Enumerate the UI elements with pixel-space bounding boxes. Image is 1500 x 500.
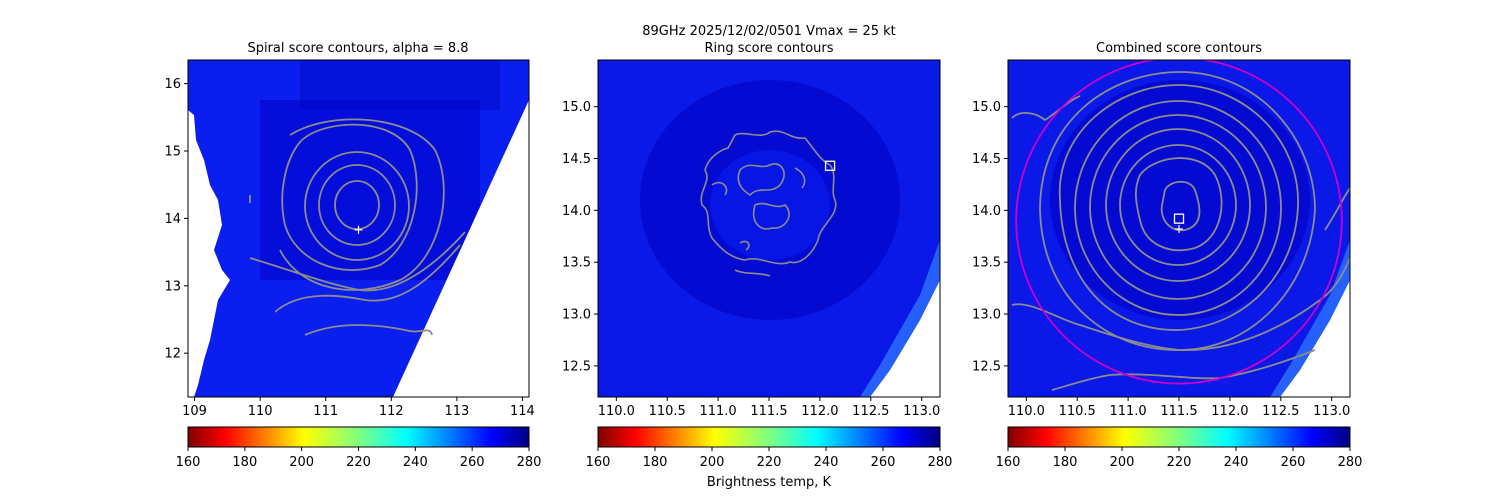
spiral-nodata-right	[393, 100, 529, 397]
ring-ytick-label: 14.0	[562, 204, 591, 219]
ring-xtick-label: 111.5	[750, 404, 787, 419]
spiral-xtick-label: 111	[313, 404, 338, 419]
combined-contours	[1011, 71, 1350, 391]
spiral-ytick-label: 16	[164, 77, 181, 92]
combined-xtick-label: 113.0	[1313, 404, 1350, 419]
spiral-center-plus-marker	[354, 225, 363, 234]
spiral-markers	[354, 225, 363, 234]
combined-center-plus-marker	[1175, 225, 1183, 234]
colorbar-tick-label: 180	[232, 455, 257, 470]
colorbar-1: 160 180 200 220 240 260 280	[176, 426, 542, 470]
panel-spiral-title: Spiral score contours, alpha = 8.8	[247, 41, 468, 56]
figure-suptitle: 89GHz 2025/12/02/0501 Vmax = 25 kt	[642, 24, 896, 39]
combined-ytick-label: 12.5	[972, 359, 1001, 374]
colorbar-tick-label: 240	[814, 455, 839, 470]
spiral-xtick-label: 113	[444, 404, 469, 419]
combined-ytick-label: 13.0	[972, 308, 1001, 323]
spiral-ytick-label: 14	[164, 212, 181, 227]
spiral-ytick-label: 13	[164, 279, 181, 294]
ring-xtick-label: 112.0	[801, 404, 838, 419]
colorbar-tick-label: 160	[996, 455, 1021, 470]
colorbar-tick-label: 160	[176, 455, 201, 470]
combined-ytick-label: 15.0	[972, 100, 1001, 115]
colorbar-tick-label: 160	[586, 455, 611, 470]
spiral-xtick-label: 109	[182, 404, 207, 419]
spiral-nodata-left	[188, 110, 230, 397]
ring-xtick-label: 111.0	[699, 404, 736, 419]
combined-xtick-label: 110.0	[1008, 404, 1045, 419]
spiral-xtick-label: 114	[510, 404, 535, 419]
combined-ytick-label: 14.0	[972, 204, 1001, 219]
ring-ytick-label: 13.5	[562, 256, 591, 271]
spiral-ytick-label: 12	[164, 347, 181, 362]
ring-xtick-label: 110.5	[649, 404, 686, 419]
combined-xticks: 110.0 110.5 111.0 111.5 112.0 112.5 113.0	[1008, 397, 1350, 419]
colorbar-tick-label: 240	[403, 455, 428, 470]
combined-nodata	[1280, 280, 1350, 397]
combined-radius-circle	[1015, 60, 1343, 385]
combined-center-square-marker	[1173, 213, 1185, 224]
colorbar-tick-label: 260	[871, 455, 896, 470]
panel-ring: Ring score contours 110.0 110.5 111.0 111.5…	[562, 41, 941, 419]
combined-xtick-label: 112.0	[1211, 404, 1248, 419]
ring-xtick-label: 113.0	[903, 404, 940, 419]
colorbar-tick-label: 180	[1053, 455, 1078, 470]
panel-spiral: Spiral score contours, alpha = 8.8	[164, 41, 534, 419]
combined-ytick-label: 13.5	[972, 256, 1001, 271]
combined-yticks: 12.5 13.0 13.5 14.0 14.5 15.0	[972, 100, 1008, 374]
combined-storm-core	[1050, 80, 1310, 320]
spiral-storm-core	[260, 100, 480, 280]
panel-combined: Combined score contours	[972, 41, 1351, 419]
ring-ytick-label: 13.0	[562, 308, 591, 323]
colorbar-tick-label: 280	[517, 455, 542, 470]
ring-xticks: 110.0 110.5 111.0 111.5 112.0 112.5 113.0	[598, 397, 940, 419]
colorbar-1-ticks: 160 180 200 220 240 260 280	[176, 447, 542, 470]
colorbar-3: 160 180 200 220 240 260 280	[996, 426, 1363, 470]
colorbar-2-ticks: 160 180 200 220 240 260 280	[586, 447, 953, 470]
spiral-dark-band	[300, 60, 500, 110]
combined-xtick-label: 111.0	[1109, 404, 1146, 419]
ring-yticks: 12.5 13.0 13.5 14.0 14.5 15.0	[562, 100, 598, 374]
colorbar-label: Brightness temp, K	[707, 475, 832, 490]
colorbar-tick-label: 220	[1167, 455, 1192, 470]
ring-ytick-label: 15.0	[562, 100, 591, 115]
spiral-ytick-label: 15	[164, 144, 181, 159]
colorbar-2: 160 180 200 220 240 260 280 Brightness temp, K	[586, 426, 953, 490]
panel-ring-title: Ring score contours	[704, 41, 833, 56]
ring-xtick-label: 110.0	[598, 404, 635, 419]
ring-center-square-marker	[824, 160, 836, 171]
colorbar-tick-label: 220	[757, 455, 782, 470]
spiral-yticks: 12 13 14 15 16	[164, 77, 188, 362]
combined-xtick-label: 111.5	[1160, 404, 1197, 419]
colorbar-tick-label: 280	[928, 455, 953, 470]
spiral-xtick-label: 110	[248, 404, 273, 419]
combined-xtick-label: 110.5	[1059, 404, 1096, 419]
ring-markers	[824, 160, 836, 171]
panel-combined-title: Combined score contours	[1096, 41, 1262, 56]
spiral-xticks: 109 110 111 112 113 114	[182, 397, 535, 419]
combined-xtick-label: 112.5	[1262, 404, 1299, 419]
colorbar-3-ticks: 160 180 200 220 240 260 280	[996, 447, 1363, 470]
colorbar-tick-label: 180	[643, 455, 668, 470]
colorbar-tick-label: 200	[289, 455, 314, 470]
ring-nodata	[870, 280, 940, 397]
spiral-contours	[249, 118, 466, 336]
ring-ytick-label: 14.5	[562, 152, 591, 167]
colorbar-tick-label: 220	[346, 455, 371, 470]
combined-ytick-label: 14.5	[972, 152, 1001, 167]
colorbar-tick-label: 200	[700, 455, 725, 470]
colorbar-tick-label: 260	[460, 455, 485, 470]
spiral-xtick-label: 112	[379, 404, 404, 419]
colorbar-tick-label: 260	[1281, 455, 1306, 470]
ring-contours	[700, 130, 837, 277]
spiral-axes-frame	[187, 59, 530, 398]
colorbar-tick-label: 280	[1338, 455, 1363, 470]
combined-markers	[1173, 213, 1185, 234]
colorbar-tick-label: 240	[1224, 455, 1249, 470]
ring-ytick-label: 12.5	[562, 359, 591, 374]
ring-xtick-label: 112.5	[852, 404, 889, 419]
colorbar-tick-label: 200	[1110, 455, 1135, 470]
